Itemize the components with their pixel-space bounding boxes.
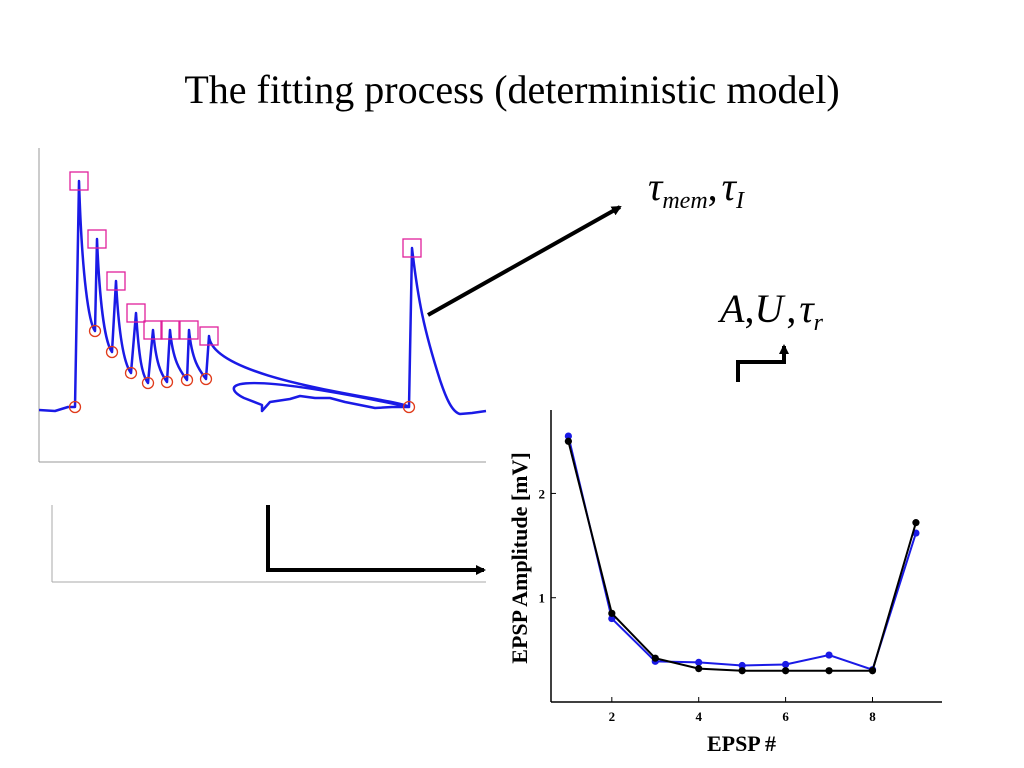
series-line-2	[567, 441, 917, 672]
series-2-point	[868, 667, 877, 675]
arrow-to-aur-params	[736, 344, 789, 382]
slide-title: The fitting process (deterministic model…	[184, 67, 840, 112]
trough-marker	[199, 372, 213, 386]
voltage-trace	[38, 179, 487, 416]
aur-params: A,U,τr	[717, 286, 824, 336]
series-2-point	[825, 667, 833, 675]
trough-marker	[180, 373, 194, 387]
series-1-point	[825, 651, 833, 659]
x-tick-label: 6	[782, 709, 789, 724]
series-2-point	[912, 519, 920, 527]
y-tick-label: 1	[539, 591, 546, 606]
peak-marker	[179, 320, 199, 340]
x-tick-label: 8	[869, 709, 876, 724]
trough-marker	[402, 400, 416, 414]
peak-marker	[126, 303, 146, 323]
series-2-point	[564, 437, 572, 445]
series-2-point	[608, 609, 616, 617]
chart-x-label: EPSP #	[707, 731, 776, 756]
x-tick-label: 4	[695, 709, 702, 724]
series-2-point	[738, 667, 746, 675]
series-1-point	[564, 432, 572, 440]
trace-panel	[38, 148, 487, 463]
chart-y-label: EPSP Amplitude [mV]	[507, 452, 532, 663]
series-1-point	[608, 614, 616, 623]
arrow-to-tau-params	[427, 205, 622, 317]
epsp-amplitude-chart: 2 4 6 8 1 2 EPSP # EPSP Amplitude [mV]	[507, 410, 942, 756]
chart-series	[564, 432, 920, 675]
peak-marker	[106, 271, 126, 291]
series-1-point	[738, 661, 746, 670]
trough-marker	[88, 324, 102, 338]
fit-box	[51, 505, 486, 583]
tau-params: τmem, τI	[648, 164, 745, 214]
peak-marker	[87, 229, 107, 249]
trough-marker	[68, 400, 82, 414]
trough-marker	[124, 366, 138, 380]
series-1-point	[695, 658, 703, 666]
series-2-point	[651, 654, 659, 662]
series-2-point	[695, 665, 703, 673]
y-tick-label: 2	[539, 486, 546, 501]
series-1-point	[782, 660, 790, 669]
trough-marker	[105, 345, 119, 359]
series-2-point	[782, 667, 790, 675]
trough-marker	[141, 376, 155, 390]
peak-marker	[143, 320, 163, 340]
series-line-1	[567, 435, 917, 671]
peak-marker	[199, 326, 219, 346]
trace-markers	[68, 171, 422, 414]
peak-marker	[160, 320, 180, 340]
peak-marker	[69, 171, 89, 191]
x-tick-label: 2	[609, 709, 616, 724]
trough-marker	[160, 375, 174, 389]
peak-marker	[402, 238, 422, 258]
arrow-to-plot	[266, 505, 486, 575]
chart-ticks: 2 4 6 8 1 2	[539, 486, 877, 724]
